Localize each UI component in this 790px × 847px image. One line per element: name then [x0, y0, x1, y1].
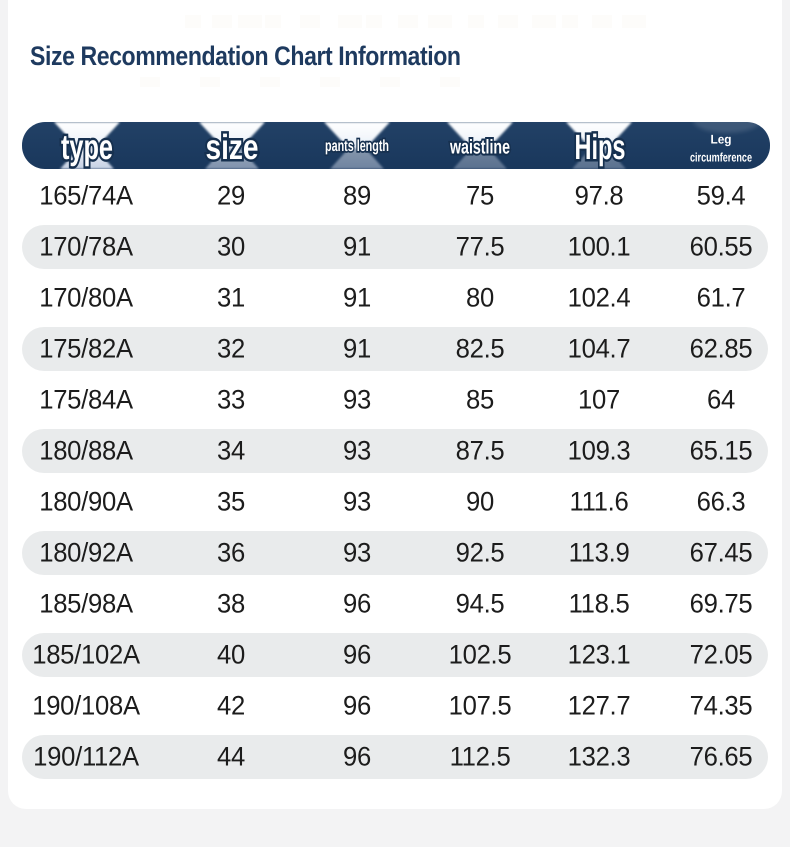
svg-text:waistline: waistline [449, 137, 510, 159]
svg-text:Leg: Leg [711, 133, 732, 147]
svg-text:type: type [61, 128, 113, 167]
svg-text:Hips: Hips [575, 128, 626, 167]
svg-text:size: size [206, 128, 259, 167]
svg-text:pants length: pants length [325, 138, 389, 155]
svg-text:circumference: circumference [690, 151, 752, 165]
